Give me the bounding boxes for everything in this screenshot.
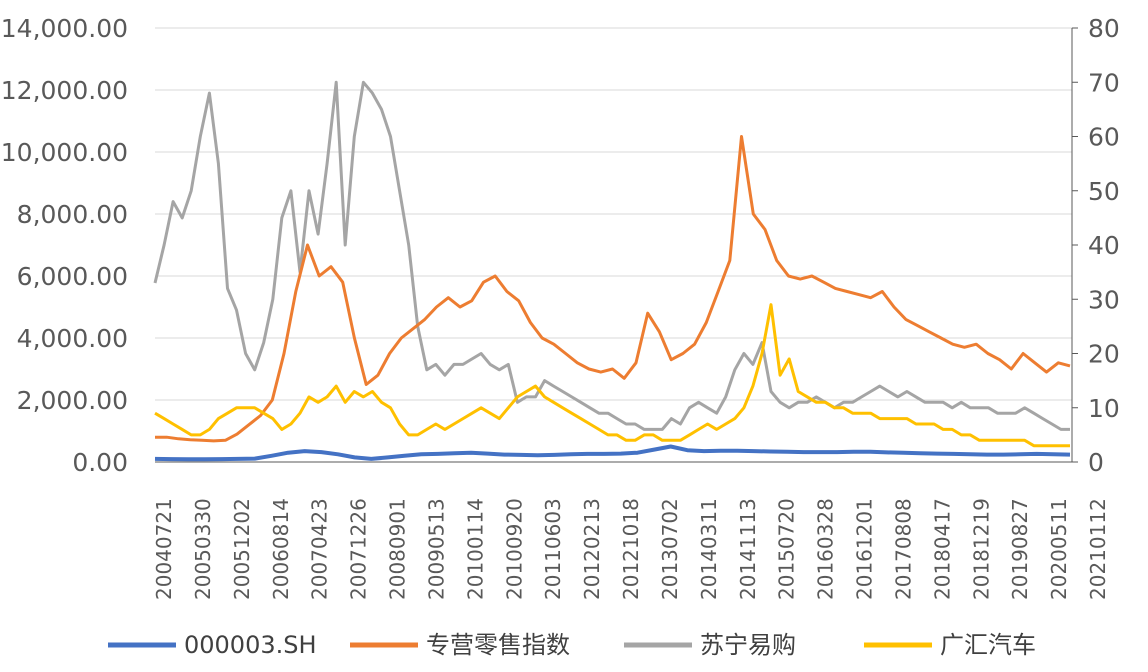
x-tick-label: 20110603 [541,498,565,600]
x-tick-label: 20190827 [1008,498,1032,600]
series-line [153,80,1070,431]
left-tick-label: 8,000.00 [17,200,128,229]
right-axis: 0 10 20 30 40 50 60 70 80 [1071,14,1120,477]
x-tick-label: 20080901 [386,498,410,600]
legend-label: 000003.SH [184,631,317,659]
right-tick-label: 70 [1088,68,1120,97]
x-tick-label: 20170808 [891,498,915,600]
left-tick-label: 4,000.00 [17,324,128,353]
right-tick-label: 80 [1088,14,1120,43]
x-tick-label: 20060814 [269,498,293,600]
left-axis: 0.00 2,000.00 4,000.00 6,000.00 8,000.00 10,0… [1,14,128,477]
x-tick-label: 20160328 [814,498,838,600]
right-tick-label: 40 [1088,231,1120,260]
right-tick-label: 30 [1088,285,1120,314]
x-tick-label: 20070423 [308,498,332,600]
x-tick-label: 20040721 [152,498,176,600]
legend: 000003.SH 专营零售指数 苏宁易购 广汇汽车 [108,631,1036,659]
legend-label: 广汇汽车 [940,631,1036,659]
right-tick-label: 60 [1088,123,1120,152]
x-tick-label: 20120213 [580,498,604,600]
x-tick-label: 20200511 [1047,498,1071,600]
x-tick-label: 20051202 [230,498,254,600]
x-tick-label: 20100920 [502,498,526,600]
x-tick-label: 20121018 [619,498,643,600]
series-line [154,303,1070,448]
x-tick-label: 20210112 [1086,498,1110,600]
x-tick-label: 20100114 [463,498,487,600]
left-tick-label: 10,000.00 [1,138,128,167]
legend-label: 专营零售指数 [426,631,570,659]
left-tick-label: 6,000.00 [17,262,128,291]
right-tick-label: 50 [1088,177,1120,206]
x-tick-label: 20130702 [658,498,682,600]
series-lines [153,80,1071,462]
right-tick-label: 0 [1088,448,1104,477]
x-tick-label: 20050330 [191,498,215,600]
left-tick-label: 0.00 [72,448,128,477]
x-axis: 20040721 20050330 20051202 20060814 20070423… [152,498,1110,600]
x-tick-label: 20071226 [347,498,371,600]
x-tick-label: 20161201 [853,498,877,600]
x-tick-label: 20150720 [775,498,799,600]
left-tick-label: 14,000.00 [1,14,128,43]
x-tick-label: 20181219 [969,498,993,600]
series-line [155,135,1071,443]
x-tick-label: 20140311 [697,498,721,600]
x-tick-label: 20141113 [736,498,760,600]
legend-label: 苏宁易购 [700,631,796,659]
series-line [154,444,1071,462]
left-tick-label: 2,000.00 [17,386,128,415]
right-tick-label: 20 [1088,340,1120,369]
right-tick-label: 10 [1088,394,1120,423]
x-tick-label: 20180417 [930,498,954,600]
x-tick-label: 20090513 [424,498,448,600]
left-tick-label: 12,000.00 [1,76,128,105]
